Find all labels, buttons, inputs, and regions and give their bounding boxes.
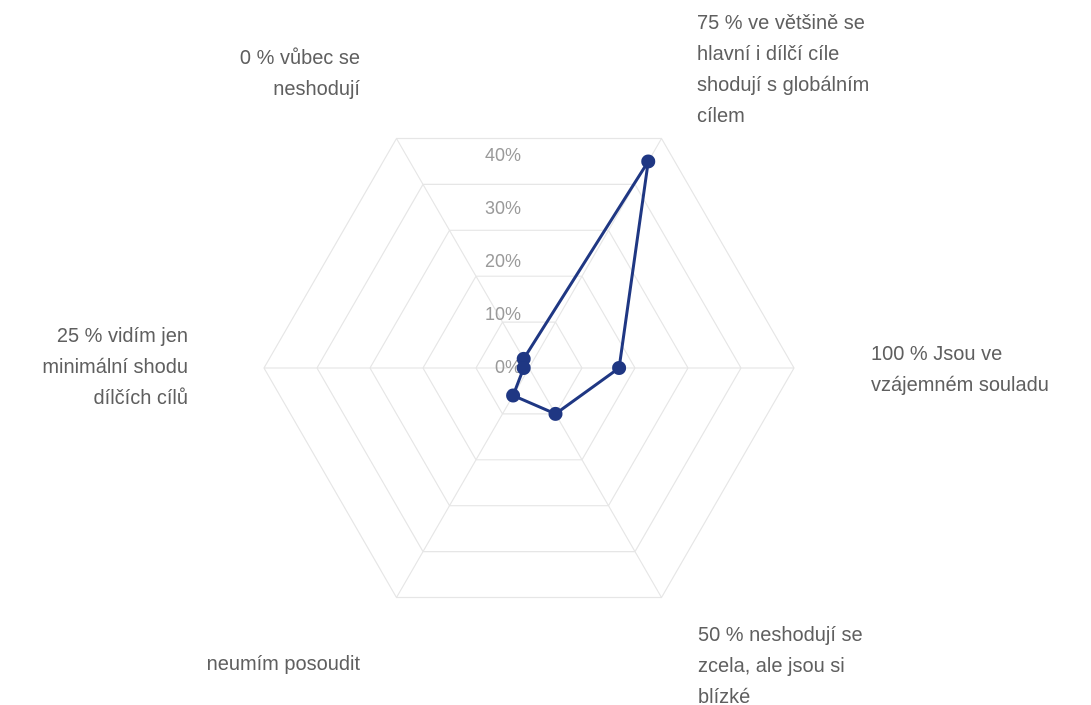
axis-label-line: hlavní i dílčí cíle <box>697 43 839 65</box>
radial-tick-labels: 0% 10% 20% 30% 40% <box>485 145 521 377</box>
axis-label-line: cílem <box>697 105 745 127</box>
axis-label-line: 0 % vůbec se <box>240 47 360 69</box>
series-point <box>548 406 563 421</box>
axis-label: 50 % neshodují se zcela, ale jsou si blízk… <box>698 624 863 705</box>
axis-label: 0 % vůbec se neshodují <box>240 47 361 100</box>
axis-labels: 0 % vůbec se neshodují 75 % ve většině se h… <box>42 12 1049 705</box>
radial-tick-label: 30% <box>485 198 521 218</box>
axis-label-line: neshodují <box>273 78 360 100</box>
series-point <box>506 388 521 403</box>
axis-label: neumím posoudit <box>207 653 361 675</box>
axis-spoke-0 <box>395 138 530 369</box>
axis-label: 25 % vidím jen minimální shodu dílčích cíl… <box>42 325 188 409</box>
axis-spoke-4 <box>395 367 530 598</box>
series-group <box>506 154 656 421</box>
series-point <box>516 361 531 375</box>
radial-tick-label: 10% <box>485 304 521 324</box>
axis-label-line: neumím posoudit <box>207 653 361 675</box>
axis-label-line: minimální shodu <box>42 356 188 378</box>
axis-label: 100 % Jsou ve vzájemném souladu <box>871 343 1049 396</box>
axis-label-line: 100 % Jsou ve <box>871 343 1002 365</box>
axis-label-line: vzájemném souladu <box>871 374 1049 396</box>
axis-label-line: 50 % neshodují se <box>698 624 863 646</box>
axis-label-line: zcela, ale jsou si <box>698 655 845 677</box>
series-point <box>612 361 627 375</box>
axis-spoke-3 <box>528 367 663 598</box>
axis-label: 75 % ve většině se hlavní i dílčí cíle sho… <box>697 12 869 127</box>
axis-label-line: 25 % vidím jen <box>57 325 188 347</box>
radial-tick-label: 40% <box>485 145 521 165</box>
radial-tick-label: 20% <box>485 251 521 271</box>
radial-tick-label: 0% <box>495 357 521 377</box>
axis-label-line: shodují s globálním <box>697 74 869 96</box>
axis-label-line: dílčích cílů <box>94 387 188 409</box>
axis-label-line: blízké <box>698 686 750 705</box>
axis-label-line: 75 % ve většině se <box>697 12 865 34</box>
series-point <box>641 154 656 169</box>
